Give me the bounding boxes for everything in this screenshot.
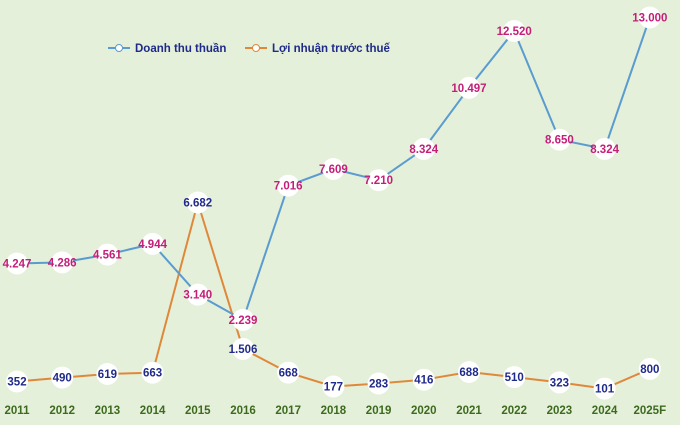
revenue-point [51, 251, 74, 274]
revenue-data-label: 8.324 [590, 144, 619, 156]
x-tick-label: 2018 [321, 405, 347, 417]
profit-point [51, 366, 74, 389]
x-tick-label: 2015 [185, 405, 211, 417]
x-tick-label: 2025F [633, 405, 666, 417]
revenue-data-label: 7.609 [319, 164, 348, 176]
revenue-point [96, 243, 119, 266]
profit-point [593, 377, 616, 400]
profit-point [232, 337, 254, 360]
legend: Doanh thu thuần Lợi nhuận trước thuế [108, 43, 391, 55]
profit-point [6, 370, 28, 393]
legend-profit-marker [252, 44, 260, 52]
profit-point [186, 191, 209, 214]
x-tick-label: 2012 [49, 405, 75, 417]
profit-point [322, 375, 345, 398]
profit-data-label: 1.506 [229, 344, 258, 356]
revenue-point [141, 232, 164, 255]
x-axis: 2011 2012 2013 2014 2015 2016 2017 2018 2019 2020… [5, 405, 667, 417]
x-tick-label: 2021 [456, 405, 482, 417]
profit-point [503, 366, 526, 389]
revenue-data-label: 4.247 [3, 259, 32, 271]
profit-data-label: 323 [550, 377, 569, 389]
revenue-point [458, 76, 480, 99]
x-tick-label: 2016 [230, 405, 256, 417]
revenue-point [322, 158, 345, 180]
x-tick-label: 2013 [95, 405, 121, 417]
profit-data-label: 6.682 [183, 198, 212, 210]
profit-point [458, 361, 480, 383]
profit-data-label: 668 [279, 368, 299, 380]
revenue-data-label: 10.497 [451, 83, 486, 95]
revenue-point [6, 252, 28, 275]
profit-point [548, 371, 571, 394]
x-tick-label: 2011 [5, 405, 31, 417]
legend-revenue-marker [115, 44, 123, 52]
x-tick-label: 2024 [592, 405, 618, 417]
x-tick-label: 2023 [547, 405, 573, 417]
revenue-point [548, 128, 571, 151]
revenue-data-label: 4.944 [138, 239, 167, 251]
revenue-data-label: 12.520 [497, 26, 532, 38]
x-tick-label: 2020 [411, 405, 437, 417]
profit-data-label: 619 [98, 369, 117, 381]
revenue-point [367, 169, 390, 192]
x-tick-label: 2022 [501, 405, 527, 417]
profit-data-label: 283 [369, 379, 388, 391]
revenue-data-label: 4.286 [48, 257, 77, 269]
revenue-point [232, 308, 254, 331]
revenue-point [277, 174, 300, 197]
revenue-data-label: 4.561 [93, 250, 122, 262]
revenue-data-label: 8.650 [545, 135, 574, 147]
revenue-data-label: 13.000 [632, 13, 667, 25]
revenue-data-label: 8.324 [409, 144, 438, 156]
profit-data-label: 688 [459, 367, 479, 379]
legend-revenue-label: Doanh thu thuần [135, 43, 226, 55]
legend-profit-label: Lợi nhuận trước thuế [272, 43, 391, 55]
profit-data-label: 177 [324, 382, 343, 394]
x-tick-label: 2014 [140, 405, 166, 417]
profit-data-label: 510 [505, 372, 524, 384]
revenue-data-label: 7.016 [274, 181, 303, 193]
profit-point [96, 363, 119, 385]
profit-point [367, 372, 390, 395]
revenue-data-label: 3.140 [183, 290, 212, 302]
revenue-data-label: 2.239 [229, 315, 258, 327]
revenue-point [412, 137, 435, 160]
profit-point [141, 361, 164, 384]
profit-data-label: 663 [143, 368, 162, 380]
profit-point [412, 368, 435, 391]
profit-data-label: 416 [414, 375, 433, 387]
revenue-point [186, 283, 209, 306]
revenue-point [593, 137, 616, 160]
profit-point [277, 361, 300, 384]
revenue-point [638, 6, 661, 29]
revenue-data-label: 7.210 [364, 175, 393, 187]
profit-data-label: 101 [595, 384, 615, 396]
x-tick-label: 2017 [275, 405, 301, 417]
revenue-point [503, 20, 526, 42]
series-markers: 352 490 619 663 6.682 1.506 668 177 283 416 688 510… [3, 6, 667, 400]
profit-point [638, 357, 661, 380]
profit-data-label: 490 [53, 373, 72, 385]
profit-data-label: 800 [640, 364, 659, 376]
profit-data-label: 352 [7, 377, 26, 389]
x-tick-label: 2019 [366, 405, 392, 417]
